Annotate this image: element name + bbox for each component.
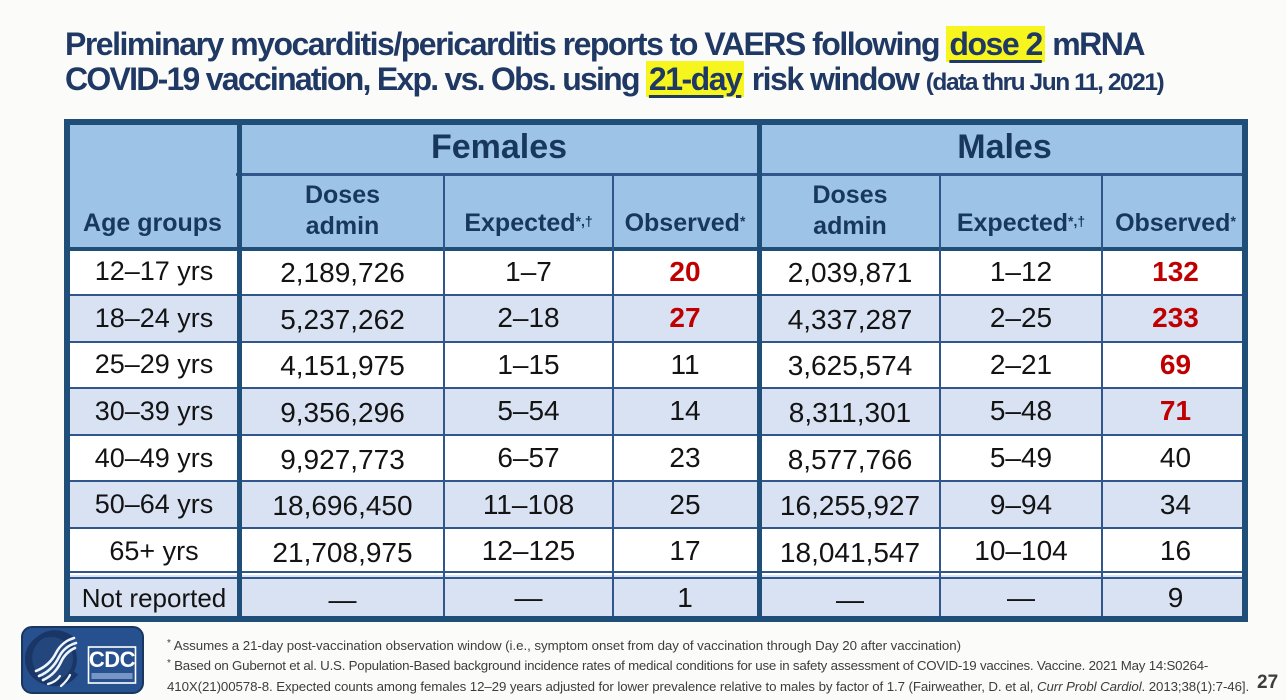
svg-text:CDC: CDC <box>89 647 136 672</box>
